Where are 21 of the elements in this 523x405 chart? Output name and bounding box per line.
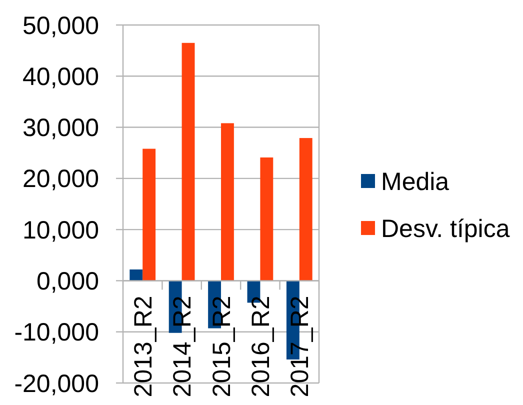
x-tick-label: 2016_R2 [246, 296, 275, 398]
bar [221, 123, 234, 281]
y-tick-label: 50,000 [22, 12, 99, 40]
bar [142, 148, 156, 281]
x-tick-label: 2017_R2 [286, 296, 314, 398]
legend-label: Desv. típica [381, 214, 510, 243]
bar [182, 42, 195, 281]
y-tick-label: -20,000 [14, 370, 99, 398]
legend-label: Media [381, 168, 450, 196]
bar [130, 269, 143, 281]
y-tick-label: 40,000 [22, 62, 99, 91]
y-tick-label: 10,000 [22, 216, 99, 244]
x-tick-label: 2014_R2 [168, 296, 197, 398]
bar [260, 157, 274, 281]
y-tick-label: 30,000 [22, 114, 99, 142]
x-tick-label: 2013_R2 [129, 296, 158, 398]
x-tick-label: 2015_R2 [208, 296, 236, 398]
y-tick-label: 0,000 [36, 267, 99, 296]
y-tick-label: 20,000 [22, 165, 99, 194]
bar [299, 138, 312, 281]
y-tick-label: -10,000 [14, 318, 99, 347]
